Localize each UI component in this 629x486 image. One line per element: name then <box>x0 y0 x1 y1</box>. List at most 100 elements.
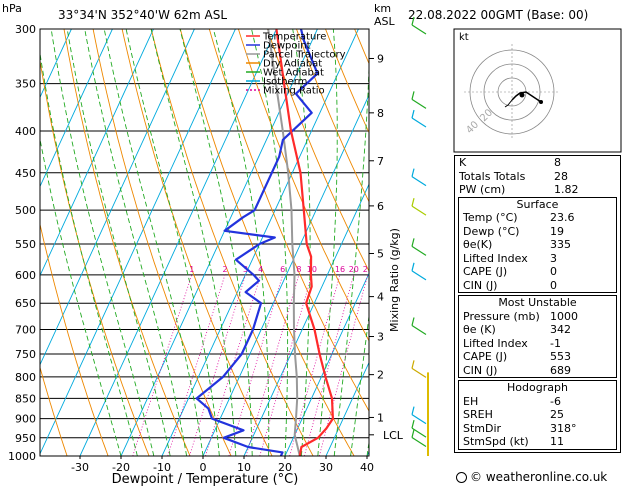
mu-label: CAPE (J) <box>463 350 508 363</box>
hodograph-point <box>519 92 525 98</box>
mixing-ratio-label: 6 <box>280 265 285 274</box>
copyright-icon <box>456 472 467 483</box>
x-tick-label: 40 <box>360 461 374 474</box>
pressure-tick-label: 600 <box>15 269 36 282</box>
lcl-label: LCL <box>383 429 404 442</box>
km-tick-label: 7 <box>377 155 384 168</box>
mixing-ratio-line <box>205 274 262 456</box>
index-value: 1.82 <box>554 183 579 196</box>
dry-adiabat-line <box>63 29 191 456</box>
legend-label: Temperature <box>262 32 326 43</box>
surface-value: 23.6 <box>550 211 575 224</box>
index-label: PW (cm) <box>459 183 506 196</box>
km-tick-label: 3 <box>377 331 384 344</box>
wind-barb <box>411 98 427 109</box>
axes: 3003504004505005506006507007508008509009… <box>8 23 404 474</box>
wind-barb <box>411 367 427 378</box>
hodograph-point <box>539 100 543 104</box>
hodograph-stats-title: Hodograph <box>507 381 568 394</box>
hodo-row: StmDir 318° <box>459 422 616 436</box>
index-label: K <box>459 156 467 169</box>
pressure-tick-label: 1000 <box>8 450 36 463</box>
mu-label: CIN (J) <box>463 363 498 377</box>
datetime-label: 22.08.2022 00GMT (Base: 00) <box>408 8 588 22</box>
km-tick-label: 2 <box>377 369 384 382</box>
mixing-ratio-label: 16 <box>335 265 345 274</box>
x-axis-title: Dewpoint / Temperature (°C) <box>112 472 299 486</box>
hodo-label: StmDir <box>463 421 502 435</box>
wet-adiabat-line <box>125 29 220 456</box>
wind-barb-flag <box>411 317 415 326</box>
most-unstable-box: Most Unstable Pressure (mb) 1000 θe (K) 34… <box>458 295 617 378</box>
pressure-tick-label: 650 <box>15 297 36 310</box>
plot-frame <box>39 28 370 457</box>
mixing-ratio-label: 2 <box>222 265 227 274</box>
isotherm-line <box>40 29 195 366</box>
hodo-label: SREH <box>463 408 493 421</box>
mu-row: θe (K) 342 <box>459 323 616 337</box>
wind-barb <box>411 324 427 336</box>
surface-row: Temp (°C) 23.6 <box>459 211 616 225</box>
surface-label: Dewp (°C) <box>463 224 520 238</box>
mu-value: 553 <box>550 350 571 363</box>
mixing-ratio-label: 8 <box>296 265 301 274</box>
surface-value: 0 <box>550 265 557 278</box>
pressure-tick-label: 300 <box>15 23 36 36</box>
surface-label: Lifted Index <box>463 251 528 265</box>
x-tick-label: 0 <box>200 461 207 474</box>
wet-adiabat-line <box>317 29 338 456</box>
dry-adiabat-line <box>296 29 369 203</box>
hodo-value: 25 <box>550 408 564 421</box>
pressure-tick-label: 450 <box>15 167 36 180</box>
wind-barb <box>411 427 427 438</box>
isotherm-line <box>284 272 369 456</box>
hodo-value: 318° <box>550 421 577 435</box>
surface-value: 19 <box>550 224 564 238</box>
mixing-ratio-line <box>318 274 369 456</box>
wind-barb <box>411 117 427 128</box>
dry-adiabat-line <box>92 29 232 456</box>
wet-adiabat-line <box>50 29 155 456</box>
wind-barb <box>411 437 427 448</box>
pressure-tick-label: 800 <box>15 371 36 384</box>
wet-adiabat-line <box>150 29 237 456</box>
mu-row: Pressure (mb) 1000 <box>459 310 616 324</box>
dry-adiabat-line <box>266 29 369 273</box>
dry-adiabat-line <box>40 58 150 456</box>
km-tick-label: 8 <box>377 107 384 120</box>
profiles <box>195 29 334 456</box>
surface-value: 0 <box>550 278 557 292</box>
wet-adiabat-line <box>40 136 122 456</box>
mu-label: Pressure (mb) <box>463 309 540 323</box>
mixing-ratio-label: 4 <box>258 265 263 274</box>
km-unit-label: km <box>374 2 391 15</box>
hodograph-frame <box>453 28 622 153</box>
pressure-tick-label: 550 <box>15 238 36 251</box>
index-value: 28 <box>554 169 568 183</box>
wet-adiabat-line <box>333 56 369 456</box>
mu-value: 689 <box>550 363 571 377</box>
wind-barb-flag <box>411 262 415 271</box>
index-label: Totals Totals <box>459 169 526 183</box>
surface-value: 3 <box>550 251 557 265</box>
hodograph-unit: kt <box>459 32 469 43</box>
temperature-line <box>275 29 334 456</box>
wet-adiabat-line <box>179 29 253 456</box>
hodo-value: -6 <box>550 394 561 408</box>
wet-adiabat-line <box>292 29 311 456</box>
surface-label: θe(K) <box>463 238 493 251</box>
legend-label: Dewpoint <box>263 41 311 52</box>
hodograph-stats-box: Hodograph EH -6 SREH 25 StmDir 318° StmSpd … <box>458 380 617 450</box>
dry-adiabat-line <box>237 29 369 342</box>
pressure-tick-label: 850 <box>15 392 36 405</box>
wind-barbs <box>411 16 429 456</box>
legend-label: Dry Adiabat <box>263 59 322 70</box>
mixing-ratio-label: 1 <box>189 265 194 274</box>
legend-label: Mixing Ratio <box>263 86 325 97</box>
surface-row: Dewp (°C) 19 <box>459 225 616 239</box>
legend-label: Parcel Trajectory <box>263 50 346 61</box>
pressure-tick-label: 700 <box>15 324 36 337</box>
wind-barb-flag <box>411 360 415 369</box>
mixing-ratio-line <box>167 274 226 456</box>
